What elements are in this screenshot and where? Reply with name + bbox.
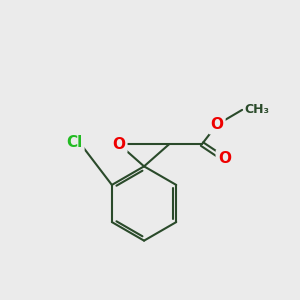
Text: Cl: Cl	[66, 135, 82, 150]
Text: CH₃: CH₃	[244, 103, 269, 116]
Text: O: O	[218, 152, 231, 166]
Text: O: O	[112, 136, 125, 152]
Text: O: O	[210, 117, 224, 132]
